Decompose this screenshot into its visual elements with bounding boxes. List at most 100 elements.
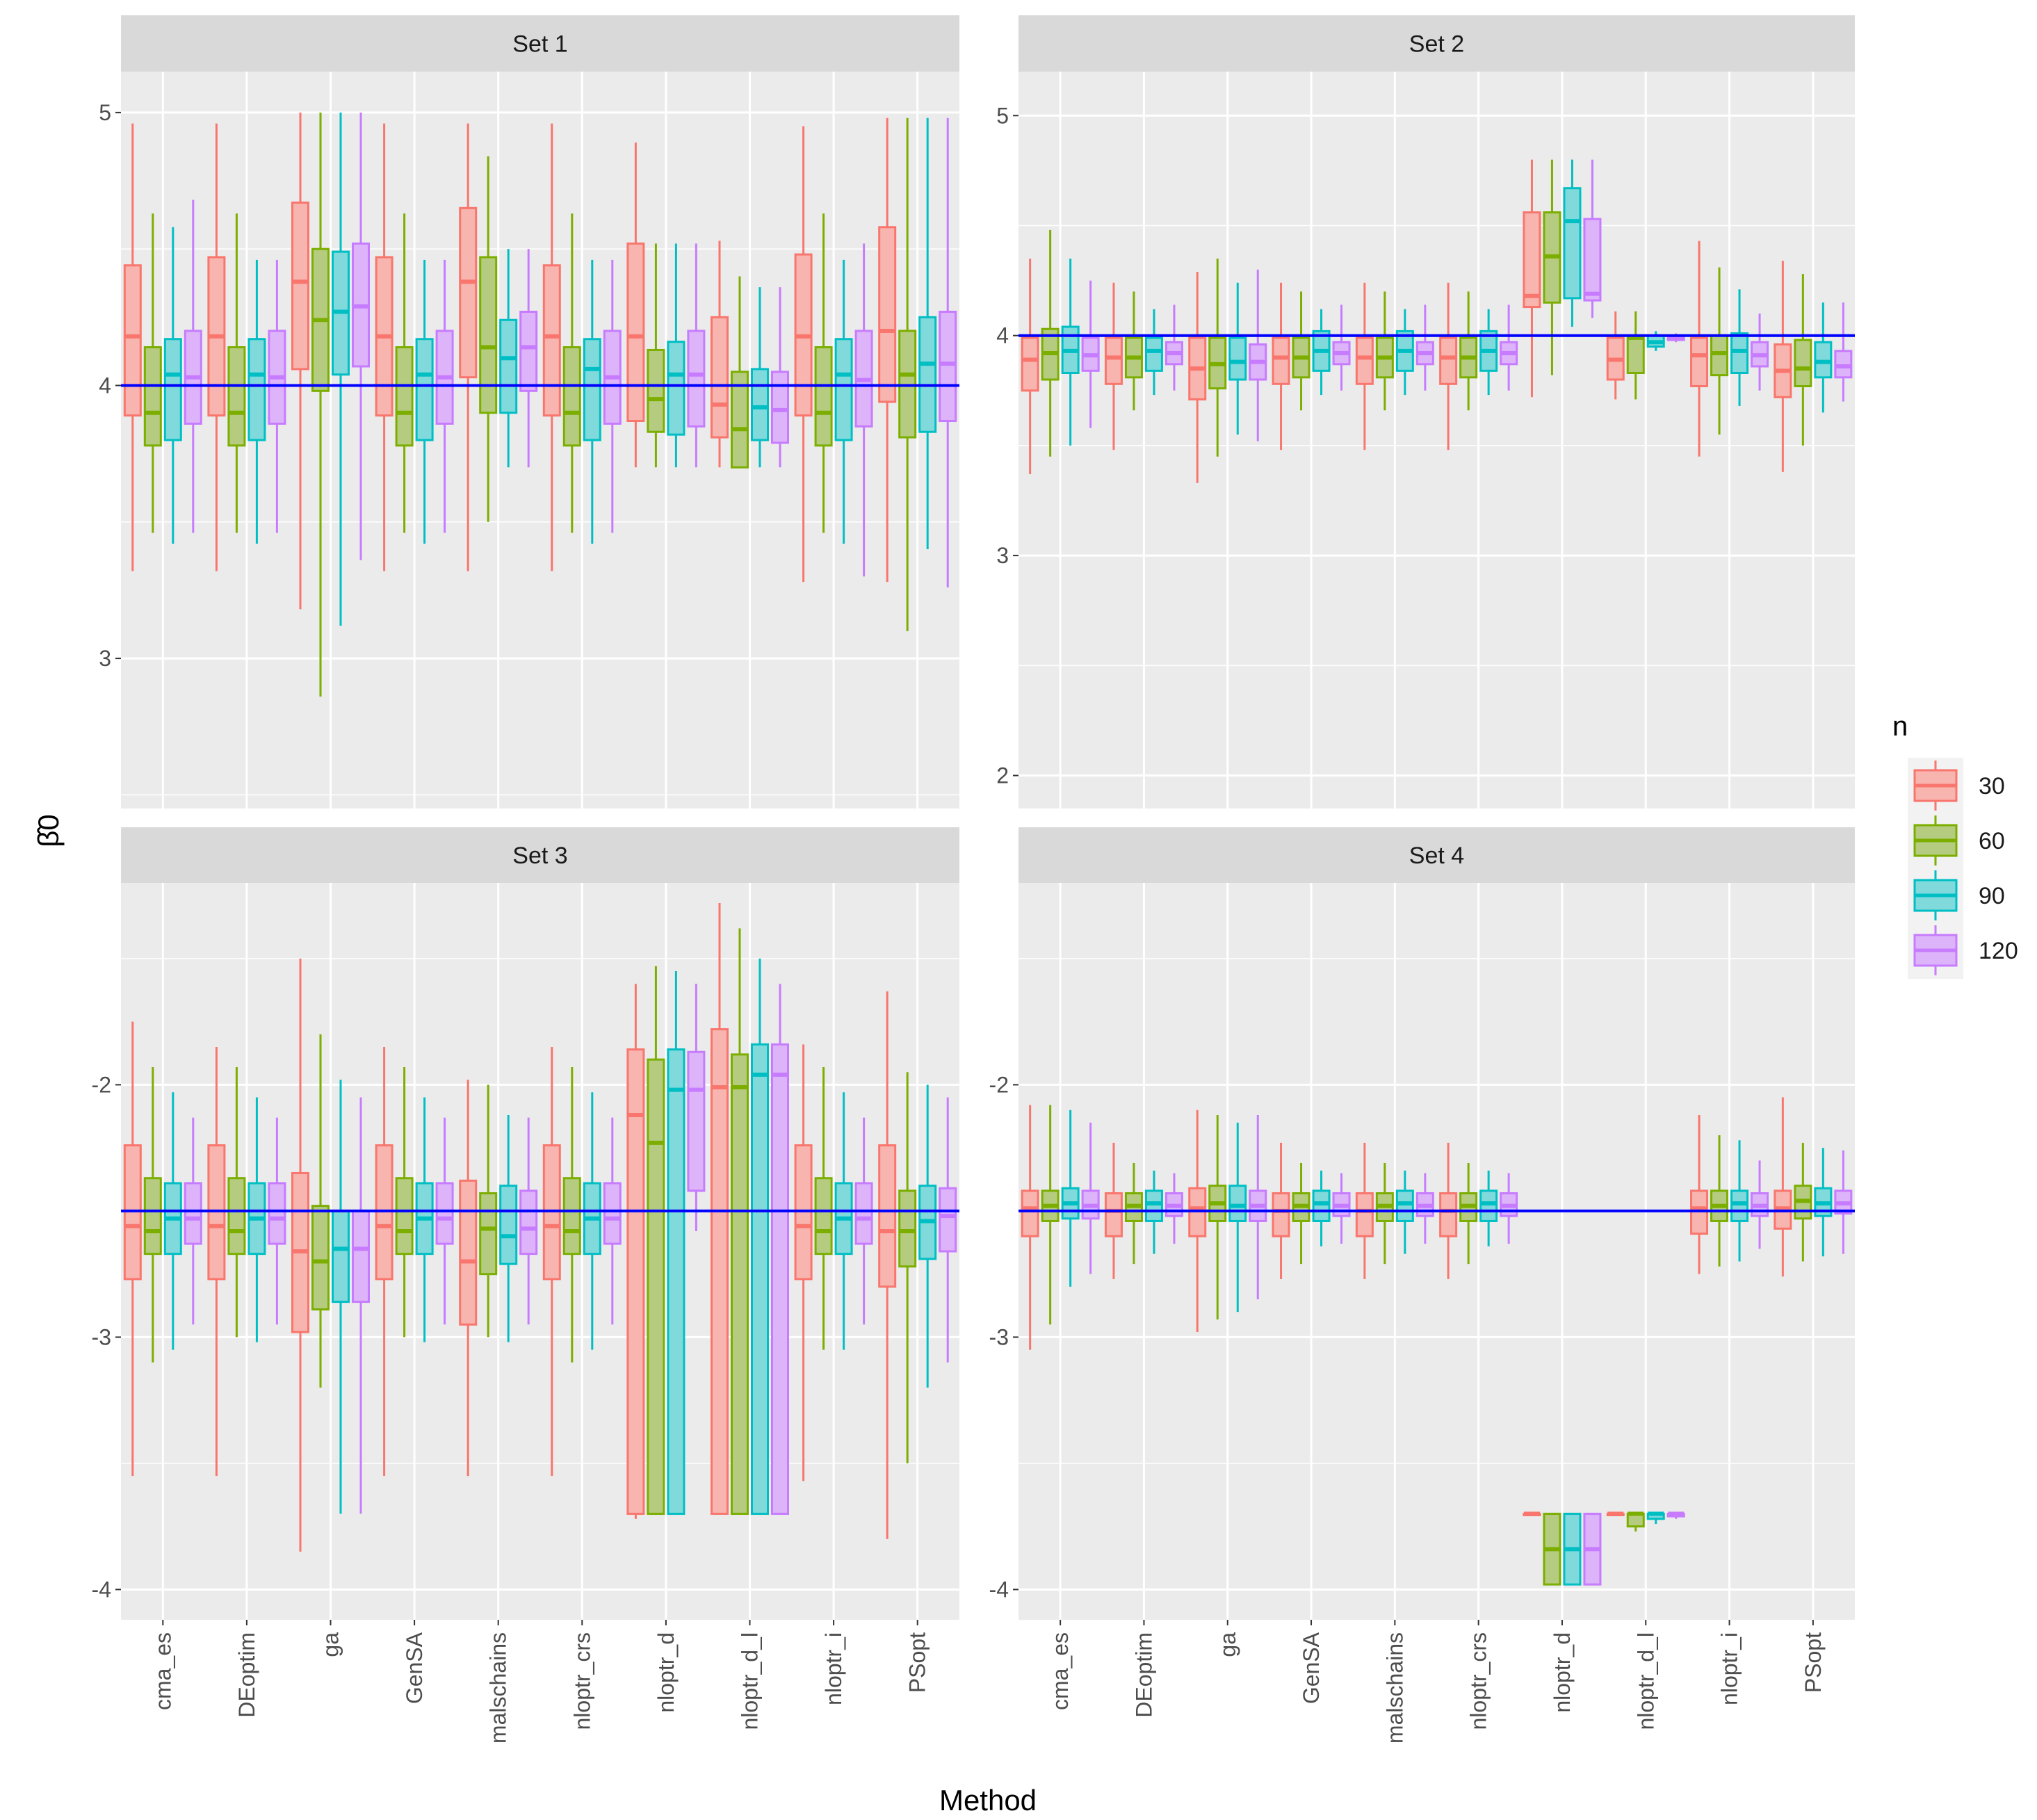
- box-ga-n90: [332, 112, 350, 626]
- box-nloptr-d-l-n120: [771, 984, 789, 1516]
- x-tick-label: GenSA: [1299, 1632, 1324, 1704]
- panel-set-1: Set 1 3 4 5: [99, 15, 959, 809]
- box-gensa-n60: [395, 1067, 414, 1338]
- box-body: [123, 264, 142, 417]
- box-nloptr-d-n120: [687, 243, 706, 468]
- y-tick-label: -2: [92, 1072, 111, 1097]
- box-gensa-n120: [435, 1117, 454, 1325]
- box-cma-es-n30: [1021, 1105, 1039, 1350]
- strip-header: [1018, 827, 1855, 883]
- box-cma-es-n120: [1081, 280, 1100, 428]
- box-body: [667, 1048, 685, 1516]
- box-malschains-n30: [1355, 282, 1374, 450]
- legend-title: n: [1892, 711, 1908, 742]
- box-malschains-n60: [1375, 1162, 1394, 1265]
- box-body: [731, 371, 749, 469]
- box-body: [311, 1205, 330, 1310]
- x-tick-label: ga: [1215, 1632, 1240, 1657]
- box-body: [1690, 336, 1709, 387]
- box-nloptr-crs-n90: [583, 1092, 601, 1350]
- box-psopt-n30: [1774, 261, 1792, 472]
- box-nloptr-i-n90: [834, 259, 853, 544]
- box-psopt-n30: [878, 991, 897, 1539]
- x-tick-label: nloptr_i: [821, 1632, 846, 1705]
- panel-set-2: Set 2 2 3 4 5: [996, 15, 1855, 809]
- box-body: [814, 1177, 833, 1256]
- box-body: [499, 318, 518, 414]
- box-cma-es-n120: [184, 1117, 202, 1325]
- y-axis-title: β̂0: [32, 814, 65, 847]
- box-malschains-n90: [1395, 1170, 1414, 1254]
- strip-label: Set 4: [1409, 843, 1464, 869]
- box-gensa-n30: [1272, 282, 1290, 450]
- box-ga-n30: [291, 958, 309, 1552]
- strip-header: [121, 15, 959, 72]
- box-body: [479, 1192, 498, 1276]
- box-ga-n120: [1249, 269, 1267, 441]
- box-nloptr-d-n60: [1543, 159, 1561, 375]
- box-ga-n120: [352, 1097, 370, 1514]
- box-body: [1730, 332, 1749, 374]
- box-ga-n60: [311, 1034, 330, 1388]
- box-cma-es-n60: [143, 1067, 162, 1363]
- box-body: [519, 310, 538, 392]
- box-nloptr-crs-n90: [1479, 309, 1498, 396]
- box-body: [499, 1185, 518, 1265]
- panel-set-4: Set 4 -4 -3 -2 cma_es DEoptim ga GenSA malschain…: [989, 827, 1855, 1744]
- box-nloptr-crs-n30: [542, 123, 561, 571]
- box-body: [352, 1210, 370, 1303]
- box-malschains-n90: [499, 1114, 518, 1342]
- box-nloptr-d-n30: [1523, 159, 1541, 398]
- box-body: [1272, 1192, 1290, 1237]
- box-body: [771, 1043, 789, 1516]
- box-body: [291, 201, 309, 371]
- box-nloptr-i-n120: [854, 243, 873, 577]
- box-nloptr-i-n60: [814, 1067, 833, 1350]
- box-ga-n30: [291, 112, 309, 610]
- box-nloptr-crs-n120: [603, 259, 622, 533]
- box-psopt-n90: [1814, 1148, 1833, 1257]
- box-malschains-n30: [459, 123, 478, 571]
- box-ga-n60: [1208, 258, 1227, 457]
- x-tick-label: malschains: [486, 1632, 511, 1744]
- box-body: [1710, 334, 1729, 377]
- box-deoptim-n90: [247, 1097, 266, 1342]
- box-nloptr-d-n90: [1563, 1513, 1582, 1586]
- box-body: [771, 371, 789, 444]
- box-nloptr-d-n60: [647, 243, 665, 468]
- x-tick-label: ga: [318, 1632, 343, 1657]
- box-deoptim-n30: [1104, 282, 1123, 450]
- box-nloptr-crs-n60: [1459, 1162, 1478, 1265]
- box-body: [268, 1182, 286, 1245]
- box-body: [1439, 1192, 1458, 1237]
- box-body: [1272, 336, 1290, 385]
- box-deoptim-n90: [1144, 1170, 1163, 1254]
- x-tick-label: DEoptim: [1131, 1632, 1156, 1718]
- box-body: [227, 346, 246, 447]
- strip-header: [121, 827, 959, 883]
- y-tick-label: 3: [996, 543, 1009, 568]
- box-cma-es-n30: [123, 123, 142, 571]
- legend-key-n90: 90: [1913, 870, 2005, 920]
- box-nloptr-i-n60: [814, 213, 833, 533]
- x-tick-label: GenSA: [402, 1632, 427, 1704]
- box-body: [731, 1053, 749, 1516]
- box-nloptr-crs-n60: [1459, 291, 1478, 411]
- box-body: [1626, 336, 1645, 374]
- box-gensa-n60: [395, 213, 414, 533]
- x-tick-label: nloptr_d_l: [1633, 1632, 1658, 1730]
- box-psopt-n90: [1814, 302, 1833, 413]
- box-malschains-n60: [479, 156, 498, 522]
- box-nloptr-d-l-n30: [1606, 1511, 1625, 1517]
- y-tick-label: -3: [92, 1324, 111, 1349]
- box-body: [1228, 336, 1247, 381]
- box-psopt-n120: [939, 1097, 957, 1363]
- box-body: [1104, 336, 1123, 385]
- plot-background: [1018, 72, 1855, 809]
- box-deoptim-n30: [1104, 1142, 1123, 1279]
- y-tick-label: 4: [996, 323, 1009, 348]
- box-ga-n60: [311, 112, 330, 697]
- box-nloptr-d-l-n120: [1666, 1511, 1685, 1519]
- box-malschains-n60: [1375, 291, 1394, 411]
- box-body: [626, 1048, 645, 1516]
